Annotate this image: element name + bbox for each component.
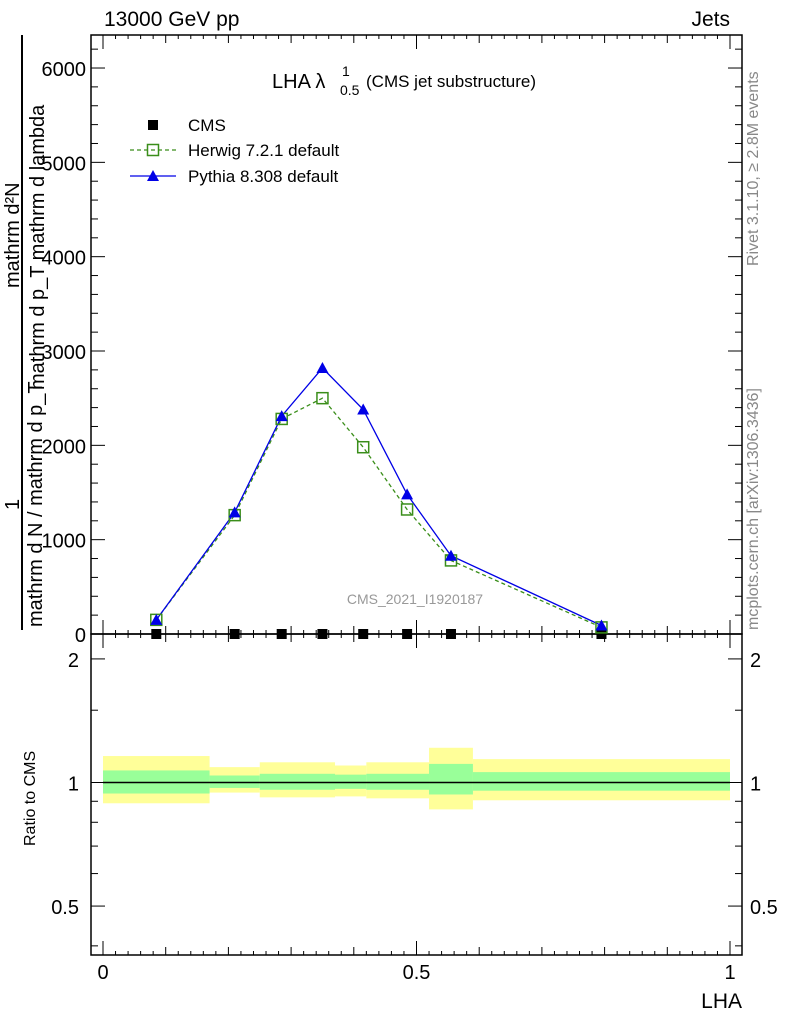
y-label-numerator: mathrm d²N bbox=[2, 182, 24, 288]
data-point bbox=[275, 410, 288, 422]
ratio-y-tick-label-right: 1 bbox=[750, 773, 761, 795]
data-point bbox=[228, 506, 241, 518]
chart-title-superscript: 1 bbox=[342, 63, 350, 79]
data-point bbox=[356, 440, 370, 454]
ratio-y-tick-label-right: 2 bbox=[750, 650, 761, 672]
y-axis-label: 1 mathrm d N / mathrm d p_T mathrm d²N m… bbox=[0, 30, 50, 630]
ratio-band-inner bbox=[429, 763, 473, 795]
y-label-fraction-bar bbox=[21, 35, 23, 630]
data-point bbox=[401, 488, 414, 500]
ratio-y-tick-label: 0.5 bbox=[51, 897, 79, 919]
data-point bbox=[316, 361, 329, 373]
header-left: 13000 GeV pp bbox=[104, 8, 240, 31]
data-point bbox=[357, 403, 370, 415]
series-line bbox=[155, 367, 602, 627]
chart-title: LHA λ bbox=[272, 71, 325, 93]
legend-label: Pythia 8.308 default bbox=[188, 167, 339, 186]
legend-marker bbox=[146, 143, 160, 157]
y-tick-label: 0 bbox=[75, 625, 86, 647]
chart-subtitle: (CMS jet substructure) bbox=[366, 72, 536, 91]
series-line bbox=[155, 397, 602, 628]
data-point bbox=[358, 629, 369, 639]
x-tick-label: 0 bbox=[97, 962, 108, 984]
data-point bbox=[402, 629, 413, 639]
header-right: Jets bbox=[691, 8, 730, 31]
ratio-y-tick-label: 2 bbox=[68, 650, 79, 672]
y-tick-label: 5000 bbox=[42, 153, 87, 175]
legend-label: Herwig 7.2.1 default bbox=[188, 141, 339, 160]
data-point bbox=[317, 629, 328, 639]
ratio-band-inner bbox=[209, 775, 260, 788]
y-label-prefix-denominator: mathrm d N / mathrm d p_T bbox=[25, 381, 47, 627]
data-point bbox=[151, 629, 162, 639]
legend-marker bbox=[148, 120, 158, 130]
data-point bbox=[150, 613, 163, 625]
y-tick-label: 4000 bbox=[42, 248, 87, 270]
ratio-y-label: Ratio to CMS bbox=[22, 750, 39, 846]
y-tick-label: 1000 bbox=[42, 531, 87, 553]
chart-title-subscript: 0.5 bbox=[340, 82, 360, 98]
y-tick-label: 6000 bbox=[42, 59, 87, 81]
ratio-y-tick-label: 1 bbox=[68, 773, 79, 795]
x-axis-label: LHA bbox=[701, 990, 742, 1013]
data-point bbox=[229, 629, 240, 639]
ratio-bands bbox=[103, 747, 730, 810]
ratio-band-inner bbox=[472, 772, 730, 791]
watermark: CMS_2021_I1920187 bbox=[347, 591, 483, 607]
data-point bbox=[444, 549, 457, 561]
legend-marker bbox=[147, 170, 159, 181]
data-point bbox=[595, 619, 608, 631]
data-point bbox=[400, 503, 414, 516]
data-point bbox=[596, 629, 607, 639]
data-point bbox=[276, 629, 287, 639]
data-point bbox=[316, 391, 329, 405]
ratio-y-tick-label-right: 0.5 bbox=[750, 897, 778, 919]
x-tick-label: 1 bbox=[724, 962, 735, 984]
x-tick-label: 0.5 bbox=[403, 962, 431, 984]
y-label-denominator: mathrm d p_T mathrm d lambda bbox=[27, 104, 49, 390]
legend-label: CMS bbox=[188, 116, 226, 135]
y-tick-label: 3000 bbox=[42, 342, 87, 364]
data-point bbox=[445, 629, 456, 639]
y-tick-label: 2000 bbox=[42, 436, 87, 458]
